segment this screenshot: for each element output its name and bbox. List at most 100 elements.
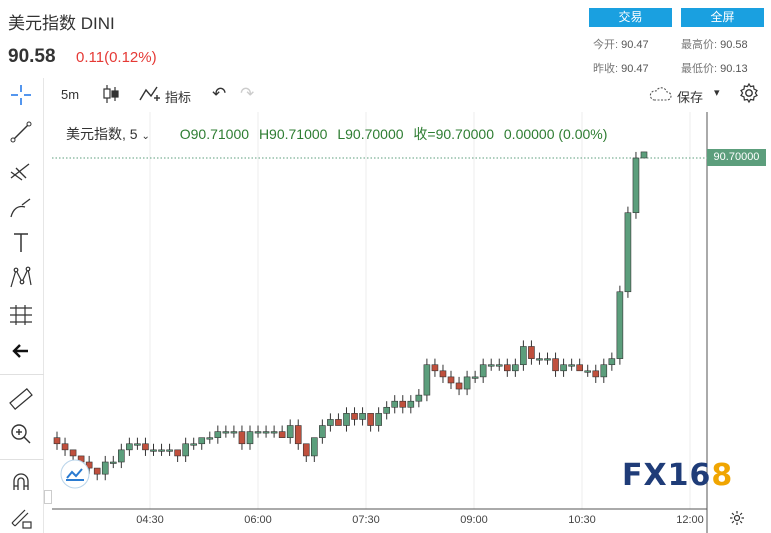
quote-low-value: 90.13 xyxy=(720,63,748,75)
candle-body xyxy=(423,364,431,396)
axis-settings-icon[interactable] xyxy=(729,510,745,526)
quote-high: 最高价: 90.58 xyxy=(681,36,748,52)
candlestick-chart[interactable] xyxy=(52,112,771,533)
candle-body xyxy=(471,376,479,379)
zoom-in-icon[interactable] xyxy=(8,421,34,447)
candle-body xyxy=(286,425,294,438)
candle-body xyxy=(270,431,278,434)
candle-body xyxy=(584,370,592,373)
time-tick-label: 07:30 xyxy=(352,514,380,526)
candle-body xyxy=(109,461,117,464)
chart-logo-icon xyxy=(60,459,90,489)
back-arrow-icon[interactable] xyxy=(8,338,34,364)
collapse-toolbar-icon[interactable] xyxy=(44,490,52,504)
candle-body xyxy=(238,431,246,445)
legend-change: 0.00000 (0.00%) xyxy=(503,126,608,142)
trade-button[interactable]: 交易 xyxy=(589,8,672,27)
candle-body xyxy=(544,358,551,361)
candle-body xyxy=(455,382,463,390)
candle-body xyxy=(142,443,149,451)
candle-body xyxy=(463,376,471,390)
legend-close: 收=90.70000 xyxy=(413,126,494,142)
candle-body xyxy=(53,437,61,445)
cloud-icon[interactable] xyxy=(648,86,672,102)
candle-body xyxy=(61,443,69,451)
indicators-button[interactable]: 指标 xyxy=(165,90,192,105)
candle-body xyxy=(608,358,616,366)
save-button[interactable]: 保存 xyxy=(677,90,704,105)
candle-body xyxy=(568,364,575,367)
quote-high-value: 90.58 xyxy=(720,39,748,51)
chart-grid xyxy=(149,112,691,509)
candle-body xyxy=(214,431,222,438)
quote-prev-close-value: 90.47 xyxy=(621,63,649,75)
candle-body xyxy=(190,443,197,446)
candle-body xyxy=(343,413,350,426)
price-change: 0.11(0.12%) xyxy=(76,49,157,66)
prediction-icon[interactable] xyxy=(8,302,34,328)
candle-body xyxy=(319,425,326,438)
candle-body xyxy=(431,364,439,372)
candle-body xyxy=(294,425,302,445)
candle-body xyxy=(93,467,101,475)
candle-body xyxy=(254,431,262,434)
candle-body xyxy=(206,437,214,440)
pencil-lock-icon[interactable] xyxy=(8,505,34,531)
pitchfork-icon[interactable] xyxy=(8,158,34,184)
candle-body xyxy=(375,413,382,426)
fullscreen-button[interactable]: 全屏 xyxy=(681,8,764,27)
pattern-icon[interactable] xyxy=(8,265,34,291)
text-icon[interactable] xyxy=(8,230,34,256)
watermark-accent: 8 xyxy=(711,458,734,493)
quote-open-label: 今开: xyxy=(593,39,619,51)
undo-icon[interactable]: ↶ xyxy=(212,84,227,103)
ruler-icon[interactable] xyxy=(8,386,34,412)
candle-body xyxy=(327,419,334,426)
candle-type-icon[interactable] xyxy=(102,83,120,105)
chart-legend: 美元指数, 5 ⌄ O90.71000 H90.71000 L90.70000 … xyxy=(66,124,607,144)
quote-open-value: 90.47 xyxy=(621,39,649,51)
candle-body xyxy=(576,364,583,372)
last-price: 90.58 xyxy=(8,46,56,67)
candle-body xyxy=(512,364,519,372)
candle-body xyxy=(359,413,366,420)
candle-body xyxy=(158,449,165,452)
candle-body xyxy=(552,358,559,372)
legend-open: O90.71000 xyxy=(179,126,250,142)
legend-symbol[interactable]: 美元指数, 5 xyxy=(66,126,138,142)
toolbar-divider xyxy=(0,459,44,460)
quote-prev-close: 昨收: 90.47 xyxy=(593,60,649,76)
candle-body xyxy=(592,370,600,378)
candle-body xyxy=(150,449,157,452)
candle-body xyxy=(367,413,374,426)
trend-line-icon[interactable] xyxy=(8,119,34,145)
candle-body xyxy=(262,431,270,434)
indicators-icon[interactable] xyxy=(138,84,160,104)
save-dropdown-icon[interactable]: ▾ xyxy=(714,87,720,99)
crosshair-icon[interactable] xyxy=(10,84,32,106)
legend-dropdown-icon[interactable]: ⌄ xyxy=(141,131,150,142)
time-tick-label: 12:00 xyxy=(676,514,704,526)
candle-body xyxy=(616,291,624,359)
candle-body xyxy=(246,431,254,445)
quote-high-label: 最高价: xyxy=(681,39,718,51)
time-tick-label: 10:30 xyxy=(568,514,596,526)
settings-gear-icon[interactable] xyxy=(738,82,760,104)
candle-body xyxy=(222,431,230,434)
drawing-toolbar xyxy=(0,78,44,533)
quote-low-label: 最低价: xyxy=(681,63,718,75)
candle-body xyxy=(174,449,181,457)
redo-icon[interactable]: ↷ xyxy=(240,84,255,103)
candle-body xyxy=(69,449,77,457)
candle-body xyxy=(487,364,495,367)
candle-body xyxy=(198,437,206,445)
magnet-icon[interactable] xyxy=(8,470,34,496)
candle-body xyxy=(600,364,608,378)
candle-body xyxy=(536,358,543,361)
brush-icon[interactable] xyxy=(8,195,34,221)
interval-selector[interactable]: 5m xyxy=(61,87,80,102)
candle-body xyxy=(101,461,109,475)
candle-body xyxy=(399,400,407,408)
candle-body xyxy=(311,437,318,457)
